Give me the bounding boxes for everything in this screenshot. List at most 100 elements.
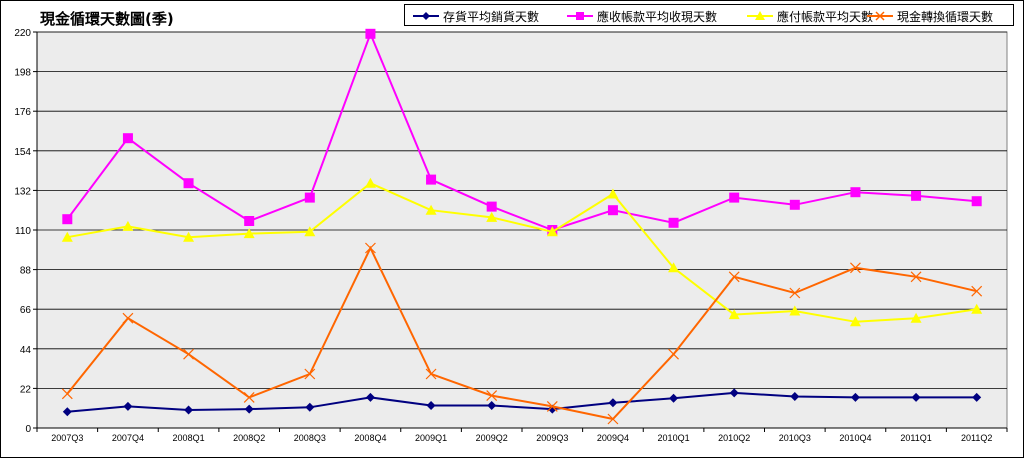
data-point-s3-2009Q2	[486, 390, 498, 402]
y-tick-label: 22	[20, 384, 32, 395]
data-point-s2-2007Q4	[122, 220, 134, 231]
data-point-s3-2010Q2	[728, 271, 740, 283]
data-point-s0-2011Q2	[972, 392, 982, 402]
data-point-s0-2007Q3	[62, 407, 72, 417]
legend-swatch-square-icon	[567, 12, 593, 20]
data-point-s2-2008Q3	[304, 226, 316, 237]
data-point-s2-2009Q3	[546, 226, 558, 237]
data-point-s2-2010Q4	[849, 316, 861, 327]
x-tick-label: 2010Q4	[839, 433, 871, 443]
data-point-s0-2008Q4	[365, 392, 375, 402]
data-point-s1-2009Q4	[607, 205, 618, 216]
data-point-s2-2008Q2	[243, 228, 255, 239]
chart-legend: 存貨平均銷貨天數 應收帳款平均收現天數 應付帳款平均天數 現金轉換循環天數	[404, 4, 1014, 26]
data-point-s0-2010Q2	[729, 388, 739, 398]
data-point-s3-2009Q4	[607, 413, 619, 425]
data-point-s1-2010Q1	[668, 217, 679, 228]
x-tick-label: 2011Q1	[900, 433, 931, 443]
legend-item-receivable-days: 應收帳款平均收現天數	[565, 7, 717, 25]
data-point-s1-2010Q2	[729, 192, 740, 203]
data-point-s3-2009Q1	[425, 368, 437, 380]
data-point-s1-2009Q2	[486, 201, 497, 212]
data-point-s2-2009Q2	[486, 211, 498, 222]
data-point-s0-2009Q4	[608, 398, 618, 408]
data-point-s3-2008Q1	[183, 348, 194, 360]
series-line-1	[66, 31, 977, 232]
legend-item-cash-cycle-days: 現金轉換循環天數	[865, 7, 993, 25]
legend-label: 應付帳款平均天數	[777, 9, 874, 24]
data-point-s0-2007Q4	[123, 401, 133, 411]
data-point-s1-2011Q1	[911, 190, 922, 201]
y-tick-label: 154	[14, 147, 31, 158]
data-point-s2-2010Q1	[668, 262, 680, 273]
data-point-s1-2008Q2	[244, 216, 255, 226]
data-point-s3-2010Q4	[850, 262, 861, 274]
data-point-s2-2008Q1	[183, 231, 195, 242]
data-point-s0-2009Q1	[426, 401, 436, 410]
x-tick-label: 2008Q2	[233, 433, 265, 443]
y-tick-label: 176	[14, 107, 31, 118]
data-point-s1-2008Q1	[183, 178, 194, 189]
data-point-s0-2010Q4	[850, 392, 860, 402]
legend-item-payable-days: 應付帳款平均天數	[745, 7, 873, 25]
data-point-s0-2010Q1	[669, 393, 679, 403]
legend-swatch-x-icon	[867, 11, 893, 21]
data-point-s3-2008Q2	[243, 391, 255, 403]
y-tick-label: 220	[14, 28, 31, 39]
data-point-s1-2007Q4	[122, 133, 133, 144]
data-point-s3-2009Q3	[546, 400, 558, 412]
x-tick-label: 2008Q4	[354, 433, 386, 443]
series-line-2	[67, 182, 977, 323]
x-tick-label: 2010Q2	[718, 433, 750, 443]
data-point-s1-2011Q2	[971, 196, 982, 207]
y-tick-label: 0	[25, 424, 31, 435]
data-point-s0-2011Q1	[911, 392, 921, 402]
legend-item-inventory-days: 存貨平均銷貨天數	[411, 7, 539, 25]
x-tick-label: 2010Q3	[779, 433, 811, 443]
x-tick-label: 2008Q1	[173, 433, 205, 443]
series-line-0	[67, 391, 977, 413]
data-point-s0-2010Q3	[790, 392, 800, 401]
data-point-s2-2010Q3	[789, 305, 801, 316]
data-point-s2-2007Q3	[61, 231, 73, 242]
data-point-s3-2010Q3	[789, 287, 801, 299]
legend-swatch-triangle-icon	[747, 11, 773, 20]
data-point-s3-2010Q1	[668, 348, 679, 360]
x-tick-label: 2010Q1	[658, 433, 690, 443]
data-point-s2-2011Q2	[971, 303, 983, 314]
data-point-s3-2008Q3	[304, 368, 316, 380]
x-tick-label: 2011Q2	[961, 433, 992, 443]
y-tick-label: 44	[20, 345, 32, 356]
data-point-s3-2008Q4	[365, 242, 376, 254]
data-point-s1-2010Q4	[850, 187, 861, 198]
x-tick-label: 2009Q2	[476, 433, 508, 443]
x-tick-label: 2007Q4	[112, 433, 144, 443]
data-point-s0-2008Q2	[244, 404, 254, 414]
y-tick-label: 132	[14, 186, 31, 197]
y-tick-label: 110	[15, 226, 31, 237]
legend-label: 應收帳款平均收現天數	[597, 9, 718, 24]
x-tick-label: 2007Q3	[51, 433, 83, 443]
data-point-s2-2008Q4	[364, 177, 376, 188]
data-point-s0-2008Q1	[184, 405, 194, 415]
y-tick-label: 66	[20, 305, 32, 316]
data-point-s2-2011Q1	[910, 312, 922, 323]
legend-label: 現金轉換循環天數	[897, 9, 994, 24]
data-point-s3-2007Q3	[61, 388, 73, 400]
data-point-s1-2009Q1	[426, 174, 437, 185]
data-point-s3-2011Q2	[971, 285, 983, 297]
data-point-s0-2008Q3	[305, 402, 315, 412]
data-point-s1-2008Q3	[304, 192, 315, 203]
y-tick-label: 88	[20, 266, 32, 277]
data-point-s3-2007Q4	[122, 312, 134, 324]
y-tick-label: 198	[14, 68, 31, 79]
x-tick-label: 2009Q4	[597, 433, 629, 443]
legend-swatch-diamond-icon	[413, 12, 439, 20]
data-point-s0-2009Q2	[487, 401, 497, 410]
chart-title: 現金循環天數圖(季)	[40, 10, 174, 28]
data-point-s1-2010Q3	[789, 199, 800, 210]
data-point-s2-2009Q1	[425, 204, 437, 215]
data-point-s2-2009Q4	[607, 188, 619, 199]
series-line-3	[66, 245, 977, 421]
